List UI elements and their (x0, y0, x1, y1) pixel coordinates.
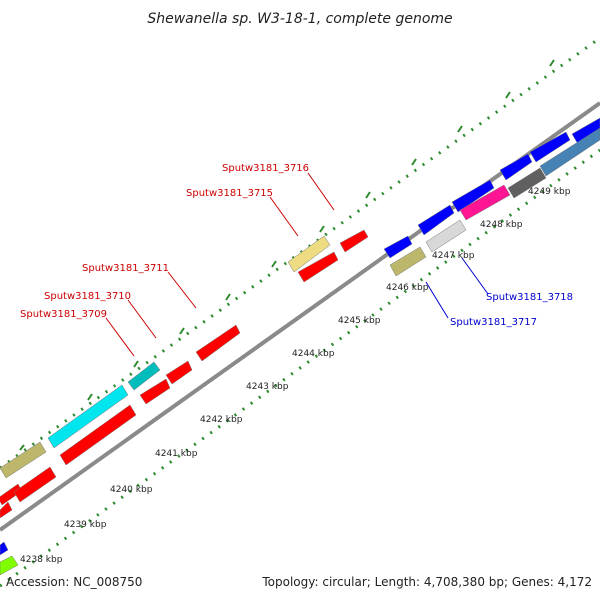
gene-label-sputw3181-3711: Sputw3181_3711 (82, 263, 169, 274)
gene-label-sputw3181-3717: Sputw3181_3717 (450, 317, 537, 328)
accession-text: Accession: NC_008750 (6, 575, 142, 589)
tick-label: 4248 kbp (480, 220, 523, 230)
gene-arrow (383, 235, 413, 259)
gene-arrow (287, 235, 331, 273)
gene-label-sputw3181-3709: Sputw3181_3709 (20, 309, 107, 320)
label-leader-line (105, 317, 135, 357)
inner-dotted-line (0, 148, 600, 588)
tick-label: 4240 kbp (110, 485, 153, 495)
genome-backbone (0, 101, 600, 532)
label-leader-line (307, 172, 335, 211)
gene-label-sputw3181-3718: Sputw3181_3718 (486, 292, 573, 303)
tick-label: 4243 kbp (246, 382, 289, 392)
outer-tick (179, 327, 185, 335)
tick-label: 4246 kbp (386, 283, 429, 293)
gene-arrow (0, 541, 9, 556)
label-leader-line (127, 299, 157, 339)
tick-labels: 4238 kbp 4239 kbp 4240 kbp 4241 kbp 4242… (20, 187, 571, 565)
gene-label-sputw3181-3710: Sputw3181_3710 (44, 291, 131, 302)
gene-arrow (389, 246, 427, 277)
outer-tick (319, 225, 325, 233)
tick-label: 4239 kbp (64, 520, 107, 530)
outer-dotted-line (0, 36, 600, 470)
outer-tick (87, 393, 93, 401)
label-leader-line (269, 196, 299, 237)
gene-arrow (297, 251, 339, 283)
gene-arrow (47, 384, 129, 449)
upper-track (0, 117, 600, 506)
top-gene-labels: Sputw3181_3716 Sputw3181_3715 Sputw3181_… (20, 163, 335, 357)
outer-tick (225, 293, 231, 301)
outer-tick (505, 91, 511, 99)
gene-arrow (459, 184, 511, 221)
gene-label-sputw3181-3715: Sputw3181_3715 (186, 188, 273, 199)
gene-arrow (0, 441, 47, 479)
label-leader-line (461, 257, 489, 295)
gene-arrow (507, 167, 547, 199)
topology-text: Topology: circular; Length: 4,708,380 bp… (261, 575, 592, 589)
gene-label-sputw3181-3716: Sputw3181_3716 (222, 163, 309, 174)
bottom-gene-labels: Sputw3181_3718 Sputw3181_3717 (425, 257, 573, 328)
outer-tick (271, 260, 277, 268)
tick-label: 4238 kbp (20, 555, 63, 565)
gene-arrow (195, 324, 241, 362)
label-leader-line (167, 271, 197, 309)
tick-label: 4245 kbp (338, 316, 381, 326)
gene-arrow (165, 360, 193, 385)
gene-arrow (499, 153, 533, 181)
gene-arrow (0, 555, 19, 576)
gene-arrow (425, 219, 467, 253)
gene-arrow (127, 361, 161, 391)
outer-major-ticks (19, 59, 555, 451)
gene-arrow (417, 204, 455, 236)
gene-arrow (13, 466, 57, 503)
gene-arrow (539, 127, 600, 177)
tick-label: 4244 kbp (292, 349, 335, 359)
tick-label: 4247 kbp (432, 251, 475, 261)
gene-arrow (451, 179, 495, 213)
outer-tick (19, 444, 25, 451)
outer-tick (133, 360, 139, 368)
tick-label: 4241 kbp (155, 449, 198, 459)
guide-lines (0, 36, 600, 588)
gene-arrow (339, 229, 369, 253)
outer-tick (457, 125, 463, 133)
map-title: Shewanella sp. W3-18-1, complete genome (147, 11, 452, 27)
gene-arrow (59, 404, 137, 466)
tick-label: 4242 kbp (200, 415, 243, 425)
label-leader-line (425, 281, 449, 319)
gene-arrow (529, 131, 571, 163)
gene-arrow (571, 117, 600, 145)
tick-label: 4249 kbp (528, 187, 571, 197)
outer-tick (365, 191, 371, 199)
outer-tick (549, 59, 555, 67)
gene-arrow (0, 501, 13, 519)
gene-arrow (139, 378, 171, 405)
outer-tick (411, 158, 417, 166)
lower-track (0, 127, 600, 576)
